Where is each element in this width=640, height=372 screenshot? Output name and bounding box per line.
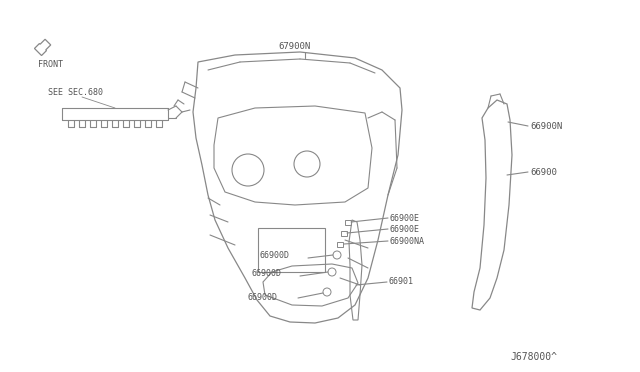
Text: J678000^: J678000^ bbox=[510, 352, 557, 362]
Text: SEE SEC.680: SEE SEC.680 bbox=[48, 88, 103, 97]
Text: 66900D: 66900D bbox=[252, 269, 282, 278]
Text: FRONT: FRONT bbox=[38, 60, 63, 69]
Text: 66900E: 66900E bbox=[390, 214, 420, 222]
Text: 66900: 66900 bbox=[530, 167, 557, 176]
Text: 66900E: 66900E bbox=[390, 224, 420, 234]
Text: 66901: 66901 bbox=[389, 278, 414, 286]
Text: 66900D: 66900D bbox=[260, 250, 290, 260]
Text: 66900NA: 66900NA bbox=[390, 237, 425, 246]
Text: 66900D: 66900D bbox=[248, 294, 278, 302]
Text: 66900N: 66900N bbox=[530, 122, 563, 131]
Text: 67900N: 67900N bbox=[278, 42, 310, 51]
